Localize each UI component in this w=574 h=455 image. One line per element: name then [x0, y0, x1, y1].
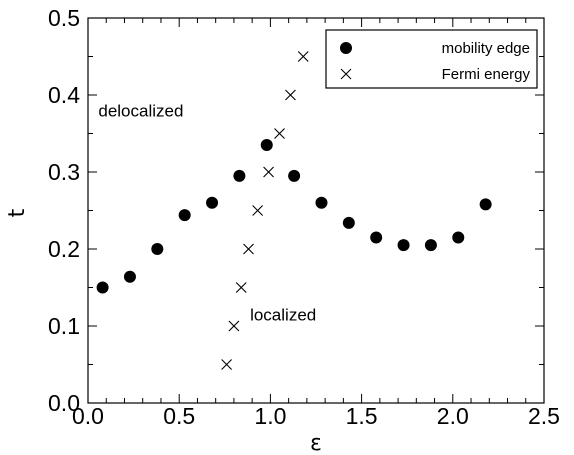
region-label: localized	[250, 305, 316, 324]
data-point-mobility-edge	[479, 198, 492, 211]
y-tick-label: 0.5	[48, 5, 80, 31]
legend-box	[325, 29, 538, 89]
data-point-mobility-edge	[233, 169, 246, 182]
data-point-mobility-edge	[397, 239, 410, 252]
data-point-mobility-edge	[178, 209, 191, 222]
x-axis-ticks: 0.0 0.5 1.0 1.5 2.0 2.5	[72, 18, 560, 429]
data-point-mobility-edge	[315, 196, 328, 209]
data-point-fermi-energy	[297, 51, 309, 62]
x-tick-label: 0.0	[72, 403, 104, 429]
data-point-mobility-edge	[288, 169, 301, 182]
y-tick-label: 0.3	[48, 159, 80, 185]
data-point-fermi-energy	[252, 205, 264, 216]
data-point-fermi-energy	[221, 359, 233, 370]
y-tick-label: 0.1	[48, 313, 80, 339]
x-tick-label: 1.5	[346, 403, 378, 429]
data-point-fermi-energy	[285, 89, 296, 101]
y-axis-label: t	[5, 208, 30, 217]
x-tick-label: 2.5	[528, 403, 560, 429]
x-tick-label: 2.0	[437, 403, 469, 429]
legend-label-fermi-energy: Fermi energy	[442, 66, 531, 83]
data-point-fermi-energy	[274, 128, 285, 139]
x-axis-label: ε	[310, 431, 322, 455]
data-point-mobility-edge	[424, 239, 437, 252]
y-tick-label: 0.4	[48, 82, 80, 108]
legend: mobility edge Fermi energy	[325, 29, 538, 89]
data-point-mobility-edge	[151, 243, 164, 255]
data-point-fermi-energy	[243, 243, 254, 255]
data-markers	[96, 51, 492, 370]
legend-marker-mobility-edge	[340, 42, 352, 54]
data-point-mobility-edge	[206, 196, 219, 209]
data-point-mobility-edge	[342, 216, 355, 229]
region-label: delocalized	[98, 101, 183, 120]
region-annotations: delocalized localized	[98, 101, 316, 324]
data-point-mobility-edge	[96, 281, 109, 294]
data-point-fermi-energy	[263, 166, 274, 178]
y-tick-label: 0.0	[48, 390, 80, 416]
data-point-mobility-edge	[452, 231, 465, 244]
y-tick-label: 0.2	[48, 236, 80, 262]
legend-label-mobility-edge: mobility edge	[442, 40, 530, 57]
data-point-fermi-energy	[235, 282, 247, 293]
y-axis-ticks: 0.0 0.1 0.2 0.3 0.4 0.5	[48, 5, 544, 416]
data-point-mobility-edge	[123, 270, 136, 283]
data-point-fermi-energy	[228, 320, 240, 332]
data-point-mobility-edge	[370, 231, 383, 244]
x-tick-label: 1.0	[254, 403, 286, 429]
data-point-mobility-edge	[260, 139, 273, 152]
legend-marker-fermi-energy	[340, 68, 352, 80]
x-tick-label: 0.5	[163, 403, 195, 429]
